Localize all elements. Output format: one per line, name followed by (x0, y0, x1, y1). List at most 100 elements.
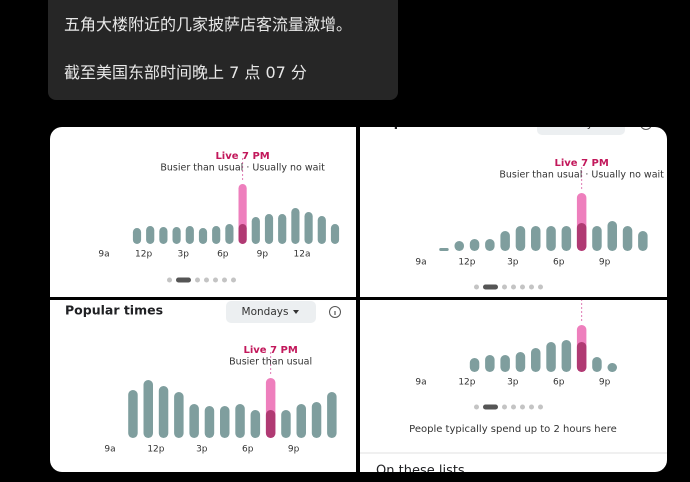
bar (531, 226, 541, 251)
x-tick-label: 9a (415, 258, 426, 268)
info-icon (329, 306, 341, 318)
live-label: Live 7 PM (554, 158, 608, 169)
live-usual-bar (238, 224, 247, 244)
live-status: Busier than usual (229, 357, 312, 368)
page-indicator (538, 404, 543, 410)
page-indicator-active (483, 284, 498, 290)
bar (174, 392, 184, 438)
bar (146, 226, 155, 244)
x-tick-label: 9p (599, 258, 611, 268)
message-bubble: 五角大楼附近的几家披萨店客流量激增。 截至美国东部时间晚上 7 点 07 分 (48, 0, 398, 100)
page-indicator (502, 284, 507, 290)
bar (469, 358, 480, 372)
live-status: Busier than usual · Usually no wait (160, 163, 325, 174)
visit-duration-note: People typically spend up to 2 hours her… (409, 424, 617, 435)
bar (592, 357, 602, 372)
x-tick-label: 3p (196, 445, 208, 455)
page-indicator (222, 277, 227, 283)
bar (317, 216, 326, 244)
page-indicator (167, 277, 172, 283)
day-dropdown (226, 301, 316, 323)
x-tick-label: 6p (553, 258, 565, 268)
x-tick-label: 12p (458, 258, 475, 268)
bar (250, 410, 261, 438)
bar (172, 227, 181, 244)
bar (204, 406, 215, 438)
x-tick-label: 12p (458, 378, 475, 388)
x-tick-label: 9a (98, 250, 109, 260)
bar (515, 226, 526, 251)
page-indicator (195, 277, 200, 283)
bar (264, 214, 274, 244)
separator (50, 297, 667, 300)
x-tick-label: 6p (242, 445, 254, 455)
page-indicator (520, 284, 525, 290)
x-tick-label: 6p (217, 250, 229, 260)
live-status: Busier than usual · Usually no wait (499, 170, 664, 181)
bar (327, 392, 337, 438)
live-label: Live 7 PM (243, 345, 297, 356)
bar (281, 410, 291, 438)
bar (198, 228, 208, 244)
bar (607, 363, 617, 372)
bar (622, 226, 633, 251)
lists-heading: On these lists (376, 464, 465, 479)
x-tick-label: 6p (553, 378, 565, 388)
bar (296, 404, 306, 438)
page-indicator (511, 404, 516, 410)
info-icon (640, 127, 652, 130)
bar (330, 224, 340, 244)
live-usual-bar (576, 223, 587, 251)
live-usual-bar (576, 342, 587, 372)
bar (185, 226, 194, 244)
x-tick-label: 12p (147, 445, 164, 455)
bar (485, 239, 495, 251)
bar (607, 221, 617, 251)
bar (515, 352, 526, 372)
day-dropdown (537, 127, 625, 135)
bar (235, 404, 245, 438)
page-indicator (204, 277, 209, 283)
bar (561, 340, 572, 372)
x-tick-label: 12a (294, 250, 311, 260)
bar (469, 239, 480, 251)
x-tick-label: 9p (288, 445, 300, 455)
bar (158, 386, 169, 438)
day-label: Mondays (552, 118, 599, 130)
page-indicator (474, 404, 479, 410)
popular-times-panel: 9a 12p 3p 6p 9p People typically spend up to … (360, 300, 667, 479)
live-label: Live 7 PM (215, 151, 269, 162)
bar (500, 231, 510, 251)
bar (592, 226, 602, 251)
message-line: 五角大楼附近的几家披萨店客流量激增。 (64, 15, 353, 34)
bar (278, 214, 287, 244)
dropdown-arrow (293, 310, 299, 314)
bar (220, 406, 230, 438)
page-indicator (502, 404, 507, 410)
page-indicator (520, 404, 525, 410)
bar (561, 226, 572, 251)
page-indicator-active (176, 277, 191, 283)
page-indicator (538, 284, 543, 290)
bar (143, 380, 153, 438)
bar (311, 402, 322, 438)
bar (454, 241, 464, 251)
bar (291, 208, 300, 244)
day-label: Mondays (242, 306, 289, 318)
page-indicator (231, 277, 236, 283)
bar (212, 226, 221, 244)
bar (132, 228, 142, 244)
page-indicator (529, 284, 534, 290)
bar (485, 355, 495, 372)
page-indicator (511, 284, 516, 290)
bar (439, 248, 449, 251)
bar (159, 227, 168, 244)
x-tick-label: 9p (599, 378, 611, 388)
bar (304, 212, 313, 244)
x-tick-label: 3p (507, 258, 519, 268)
live-usual-bar (265, 410, 276, 438)
section-title: Popular times (65, 303, 163, 318)
